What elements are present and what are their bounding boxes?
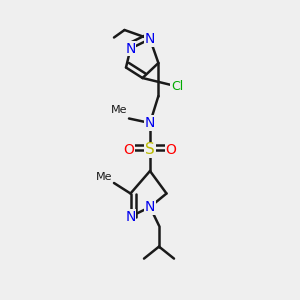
Text: N: N: [145, 200, 155, 214]
Text: N: N: [145, 32, 155, 46]
Text: N: N: [125, 210, 136, 224]
Text: Me: Me: [96, 172, 112, 182]
Text: Cl: Cl: [171, 80, 183, 93]
Text: Me: Me: [111, 105, 128, 115]
Text: O: O: [166, 143, 176, 157]
Text: O: O: [124, 143, 134, 157]
Text: N: N: [125, 42, 136, 56]
Text: S: S: [145, 142, 155, 158]
Text: N: N: [145, 116, 155, 130]
